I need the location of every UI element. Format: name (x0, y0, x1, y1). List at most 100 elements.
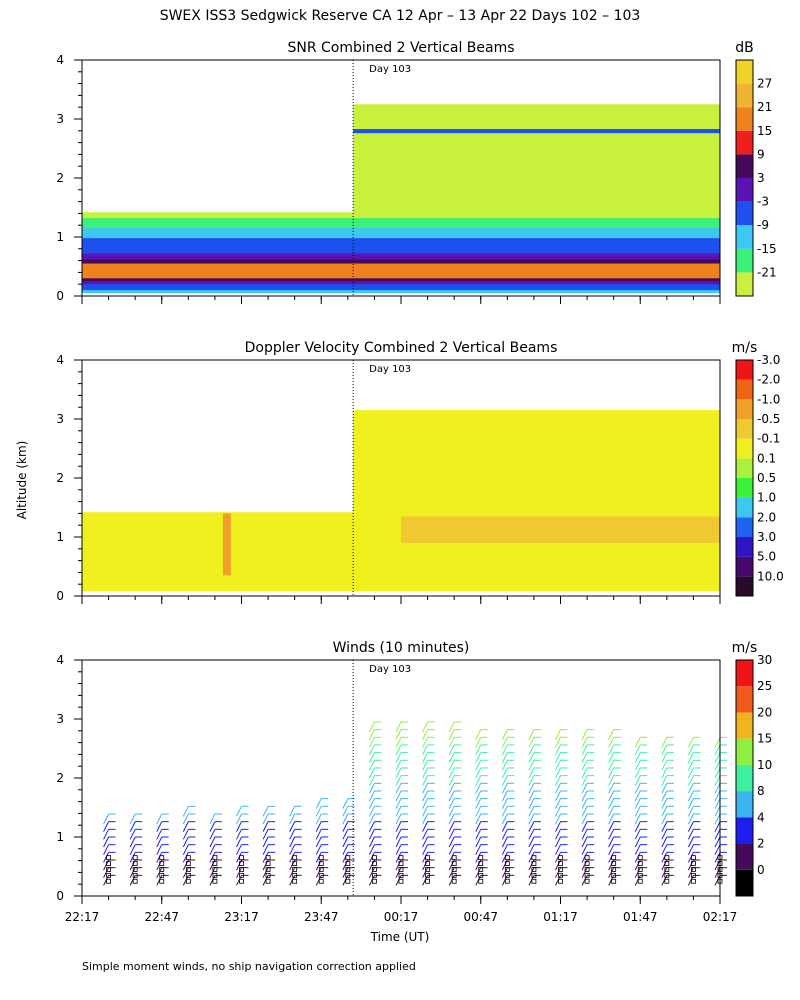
calm-wind-marker (398, 861, 404, 866)
wind-barb (395, 867, 402, 878)
wind-barb (634, 737, 641, 748)
wind-barb (368, 852, 375, 863)
wind-barb (236, 836, 242, 848)
wind-barb (714, 867, 721, 878)
colorbar-swatch (736, 272, 753, 296)
calm-wind-marker (504, 861, 510, 866)
wind-barb (182, 829, 189, 840)
colorbar-label: -1.0 (757, 392, 780, 406)
wind-barb (687, 783, 694, 794)
heatmap-layer-1 (82, 512, 354, 592)
wind-barb (555, 829, 561, 840)
colorbar-label: 4 (757, 810, 765, 824)
wind-barb (634, 783, 641, 794)
wind-barb (661, 821, 668, 832)
y-tick-label: 1 (56, 530, 64, 544)
calm-wind-marker (691, 872, 696, 878)
wind-profile-6 (236, 805, 249, 886)
wind-profile-10 (342, 798, 355, 886)
wind-barb (236, 844, 242, 855)
wind-barb (661, 760, 668, 771)
y-tick-label: 4 (56, 53, 64, 67)
wind-barb (581, 775, 588, 786)
wind-barb (661, 737, 668, 748)
colorbar-swatch (736, 419, 753, 439)
wind-barb (422, 844, 429, 855)
wind-barb (608, 783, 615, 794)
colorbar-swatch (736, 556, 753, 577)
wind-barb (501, 798, 508, 809)
wind-barb (368, 775, 375, 786)
wind-barb (555, 836, 561, 848)
wind-barb (209, 821, 216, 832)
wind-barb (501, 867, 508, 878)
heatmap-layer-3 (401, 516, 720, 543)
colorbar-swatch (736, 83, 753, 108)
colorbar-label: 3.0 (757, 530, 776, 544)
wind-barb (129, 821, 136, 832)
calm-wind-marker (691, 855, 696, 861)
calm-wind-marker (691, 867, 696, 872)
wind-barb (422, 852, 429, 863)
wind-barb (262, 813, 269, 825)
wind-barb (528, 821, 535, 832)
wind-profile-11 (368, 721, 382, 886)
y-tick-label: 3 (56, 412, 64, 426)
colorbar-swatch (736, 178, 753, 202)
wind-barb (368, 836, 375, 848)
calm-wind-marker (504, 872, 510, 878)
wind-barb (528, 737, 535, 748)
wind-barb (634, 744, 641, 756)
wind-barb (475, 729, 482, 740)
wind-barb (182, 806, 189, 817)
calm-wind-marker (558, 855, 563, 861)
calm-wind-marker (478, 878, 484, 884)
heatmap-fill (82, 410, 720, 592)
wind-barb (422, 806, 429, 817)
wind-barb (368, 752, 375, 763)
colorbar-frame (735, 359, 754, 597)
wind-barb (475, 775, 482, 786)
colorbar-swatch (736, 458, 753, 478)
wind-barb (687, 775, 694, 786)
wind-barb (448, 806, 455, 817)
wind-barb (395, 721, 402, 733)
calm-wind-marker (185, 872, 191, 878)
calm-wind-marker (664, 867, 670, 872)
wind-barb (581, 798, 588, 809)
wind-barb (528, 836, 535, 848)
wind-barb (422, 829, 429, 840)
calm-wind-marker (212, 878, 218, 884)
calm-wind-marker (637, 878, 643, 884)
wind-barb (634, 775, 641, 786)
wind-barb (209, 813, 216, 825)
colorbar-swatch (736, 225, 753, 249)
wind-barb (581, 821, 588, 832)
wind-barb (475, 798, 482, 809)
colorbar-swatch (736, 686, 753, 713)
wind-barb (368, 790, 375, 802)
wind-barb (156, 844, 163, 855)
wind-barb (342, 867, 349, 878)
wind-barb (448, 798, 455, 809)
calm-wind-marker (611, 878, 617, 884)
wind-barb (209, 852, 216, 863)
wind-barb (262, 852, 269, 863)
wind-barb (608, 798, 615, 809)
colorbar-swatch (736, 791, 753, 818)
wind-barb (608, 844, 615, 855)
wind-barb (422, 760, 429, 771)
wind-barb (661, 844, 668, 855)
wind-barb (528, 767, 535, 779)
wind-barb (368, 867, 375, 878)
colorbar-swatch (736, 738, 753, 765)
calm-wind-marker (531, 872, 537, 878)
wind-barb (103, 836, 110, 848)
wind-barb (475, 783, 482, 794)
wind-profile-23 (687, 736, 701, 886)
wind-barb (209, 829, 216, 840)
heatmap-layer-8 (82, 263, 720, 279)
wind-barb (475, 813, 482, 825)
colorbar-label: -3.0 (757, 353, 780, 367)
colorbar-label: 20 (757, 705, 772, 719)
